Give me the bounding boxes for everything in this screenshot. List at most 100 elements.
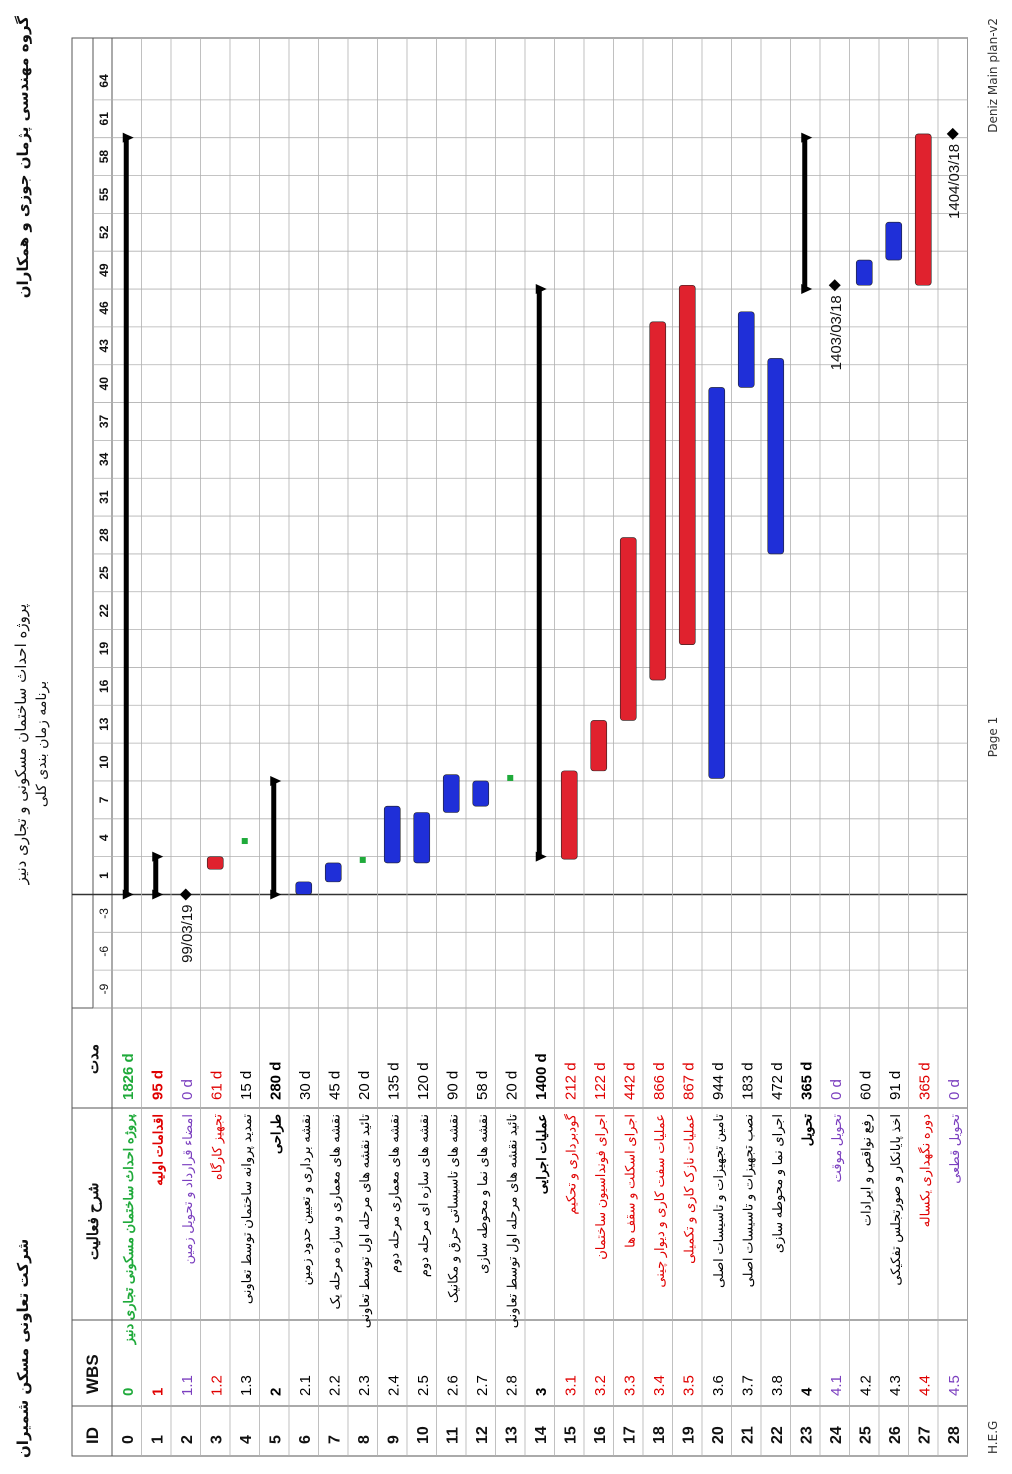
task-wbs: 1.1 [179,1375,196,1396]
task-wbs: 3.5 [680,1375,697,1396]
summary-end-marker [122,132,134,143]
task-name: طراحی [268,1114,284,1154]
task-id: 3 [208,1435,225,1444]
task-id: 22 [769,1426,786,1444]
task-id: 24 [828,1426,845,1444]
task-bar [619,537,637,721]
footer-file-name: Deniz Main plan-v2 [986,18,1000,133]
milestone-diamond [828,279,841,292]
task-wbs: 4.3 [887,1375,904,1396]
header-id: ID [83,1427,102,1444]
task-bar-tiny [241,838,248,845]
task-id: 28 [946,1426,963,1444]
timescale-label: 52 [97,225,111,239]
task-id: 26 [887,1426,904,1444]
task-duration: 442 d [621,1062,638,1100]
task-name: عملیات اجرایی [534,1114,550,1194]
timescale-label: 49 [97,263,111,277]
task-wbs: 3.1 [562,1375,579,1396]
summary-bar [123,137,129,895]
task-wbs: 3.3 [621,1375,638,1396]
task-duration: 472 d [769,1062,786,1100]
task-duration: 1826 d [120,1053,137,1100]
task-name: تائید نقشه های مرحله اول توسط تعاونی [504,1114,520,1329]
task-duration: 0 d [946,1079,963,1100]
task-bar [383,805,401,864]
milestone-date-label: 99/03/19 [179,904,196,962]
task-duration: 0 d [179,1079,196,1100]
task-name: عملیات سفت کاری و دیوار چینی [652,1114,668,1288]
task-wbs: 4.4 [916,1375,933,1396]
task-id: 11 [444,1427,461,1444]
task-bar [295,881,313,895]
task-name: نقشه های معماری مرحله دوم [386,1114,402,1273]
summary-start-marker [270,889,282,900]
milestone-date-label: 1403/03/18 [828,295,845,370]
task-name: نصب تجهیزات و تاسیسات اصلی [740,1114,756,1287]
task-bar [914,133,932,286]
task-name: اجرای اسکلت و سقف ها [622,1114,638,1248]
task-bar [324,862,342,883]
task-wbs: 3.2 [592,1375,609,1396]
task-id: 7 [326,1435,343,1444]
task-id: 2 [179,1435,196,1444]
task-id: 6 [297,1435,314,1444]
summary-start-marker [122,889,134,900]
task-wbs: 4 [798,1387,815,1396]
task-bar [560,770,578,860]
task-wbs: 2.5 [415,1375,432,1396]
page-number: Page 1 [986,716,1000,758]
task-id: 18 [651,1426,668,1444]
task-duration: 91 d [887,1071,904,1100]
timescale-label: 61 [97,112,111,126]
task-wbs: 4.5 [946,1375,963,1396]
summary-bar [802,137,808,290]
timescale-label: 16 [97,679,111,693]
timescale-label: -3 [97,908,111,919]
task-bar-tiny [507,774,514,781]
summary-end-marker [535,284,547,295]
task-wbs: 0 [120,1388,137,1396]
summary-end-marker [801,132,813,143]
task-id: 16 [592,1426,609,1444]
task-wbs: 3.4 [651,1375,668,1396]
summary-end-marker [152,851,164,862]
task-wbs: 1.2 [208,1375,225,1396]
task-duration: 15 d [238,1071,255,1100]
task-id: 5 [267,1435,284,1444]
task-bar [472,780,490,807]
task-bar [413,812,431,864]
task-bar [678,284,696,646]
task-name: گودبرداری و تحکیم [563,1113,579,1214]
task-duration: 120 d [415,1062,432,1100]
task-name: رفع نواقص و ایرادات [858,1114,874,1226]
timescale-label: 46 [97,301,111,315]
task-name: دوره نگهداری یکساله [917,1114,933,1228]
timescale-label: 19 [97,642,111,656]
task-wbs: 2.2 [326,1375,343,1396]
timescale-label: 10 [97,755,111,769]
task-id: 25 [857,1426,874,1444]
task-duration: 45 d [326,1071,343,1100]
task-id: 21 [739,1426,756,1444]
summary-bar [271,780,277,895]
task-duration: 183 d [739,1062,756,1100]
task-wbs: 1 [149,1388,166,1396]
task-name: نقشه های نما و محوطه سازی [475,1114,491,1274]
task-bar [737,311,755,388]
task-name: اجرای فونداسیون ساختمان [593,1114,609,1260]
task-id: 15 [562,1426,579,1444]
timescale-label: 31 [97,490,111,504]
task-id: 4 [238,1435,255,1444]
milestone-diamond [946,127,959,140]
milestone-diamond [179,888,192,901]
footer-left: H.E.G [986,1420,1000,1454]
task-id: 13 [503,1426,520,1444]
task-duration: 20 d [356,1071,373,1100]
task-bar [708,387,726,779]
task-name: تحویل موقت [829,1114,845,1183]
task-wbs: 2.6 [444,1375,461,1396]
timescale-label: 37 [97,414,111,428]
timescale-label: 22 [97,604,111,618]
